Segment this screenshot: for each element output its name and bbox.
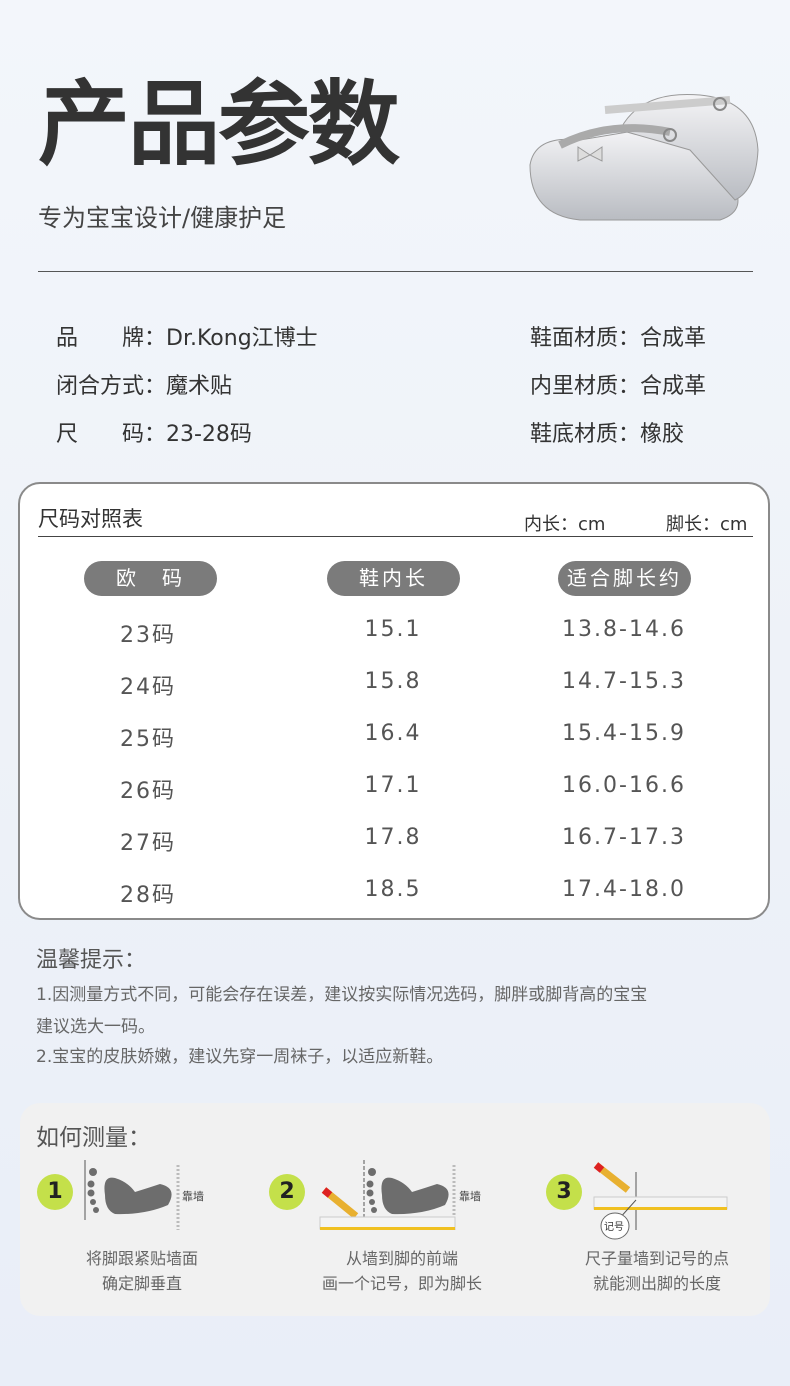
param-lining: 内里材质：合成革 [530, 374, 707, 399]
unit-foot: 脚长：cm [666, 514, 748, 535]
size-table-cell: 16.0-16.6 [562, 773, 686, 798]
size-table-cell: 14.7-15.3 [562, 669, 686, 694]
param-upper: 鞋面材质：合成革 [530, 326, 707, 351]
size-table [18, 482, 770, 920]
param-size: 尺 码：23-28码 [56, 422, 252, 447]
size-table-cell: 26码 [120, 779, 176, 804]
size-table-title: 尺码对照表 [38, 507, 143, 531]
param-brand: 品 牌：Dr.Kong江博士 [56, 326, 318, 351]
step-1-caption: 将脚跟紧贴墙面 确定脚垂直 [85, 1249, 199, 1293]
tip-line: 建议选大一码。 [36, 1017, 155, 1037]
size-table-cell: 28码 [120, 883, 176, 908]
divider [38, 536, 753, 537]
size-table-cell: 13.8-14.6 [562, 617, 686, 642]
header-foot-length: 适合脚长约 [558, 561, 691, 596]
param-closure: 闭合方式：魔术贴 [56, 374, 233, 399]
step-badge-2: 2 [269, 1174, 305, 1210]
size-table-cell: 16.7-17.3 [562, 825, 686, 850]
page-subtitle: 专为宝宝设计/健康护足 [38, 204, 287, 232]
size-table-cell: 15.4-15.9 [562, 721, 686, 746]
size-table-cell: 27码 [120, 831, 176, 856]
size-table-cell: 25码 [120, 727, 176, 752]
size-table-cell: 18.5 [364, 877, 422, 902]
size-table-cell: 15.8 [364, 669, 422, 694]
step-badge-3: 3 [546, 1174, 582, 1210]
measure-title: 如何测量： [36, 1125, 151, 1151]
size-table-cell: 17.1 [364, 773, 422, 798]
tips-title: 温馨提示： [36, 948, 147, 973]
unit-inner: 内长：cm [524, 514, 606, 535]
svg-text:记号: 记号 [604, 1221, 624, 1233]
size-table-cell: 17.8 [364, 825, 422, 850]
svg-text:靠墙: 靠墙 [182, 1189, 204, 1203]
divider [38, 271, 753, 272]
size-table-cell: 17.4-18.0 [562, 877, 686, 902]
size-table-cell: 16.4 [364, 721, 422, 746]
header-eu-size: 欧 码 [84, 561, 217, 596]
step-2-caption: 从墙到脚的前端 画一个记号，即为脚长 [321, 1249, 483, 1293]
param-sole: 鞋底材质：橡胶 [530, 422, 685, 447]
header-inner-length: 鞋内长 [327, 561, 460, 596]
step-3-caption: 尺子量墙到记号的点 就能测出脚的长度 [584, 1249, 730, 1293]
size-table-cell: 23码 [120, 623, 176, 648]
svg-text:靠墙: 靠墙 [459, 1189, 481, 1203]
foot-wall-icon: 靠墙 [84, 1160, 204, 1230]
foot-pencil-ruler-icon: 靠墙 [319, 1160, 481, 1230]
tip-line: 1.因测量方式不同，可能会存在误差，建议按实际情况选码，脚胖或脚背高的宝宝 [36, 985, 648, 1005]
size-table-cell: 15.1 [364, 617, 422, 642]
ruler-mark-icon: 记号 [593, 1162, 728, 1240]
step-badge-1: 1 [37, 1174, 73, 1210]
tip-line: 2.宝宝的皮肤娇嫩，建议先穿一周袜子，以适应新鞋。 [36, 1047, 444, 1067]
shoe-image [529, 93, 759, 221]
page-title: 产品参数 [38, 71, 400, 178]
size-table-cell: 24码 [120, 675, 176, 700]
